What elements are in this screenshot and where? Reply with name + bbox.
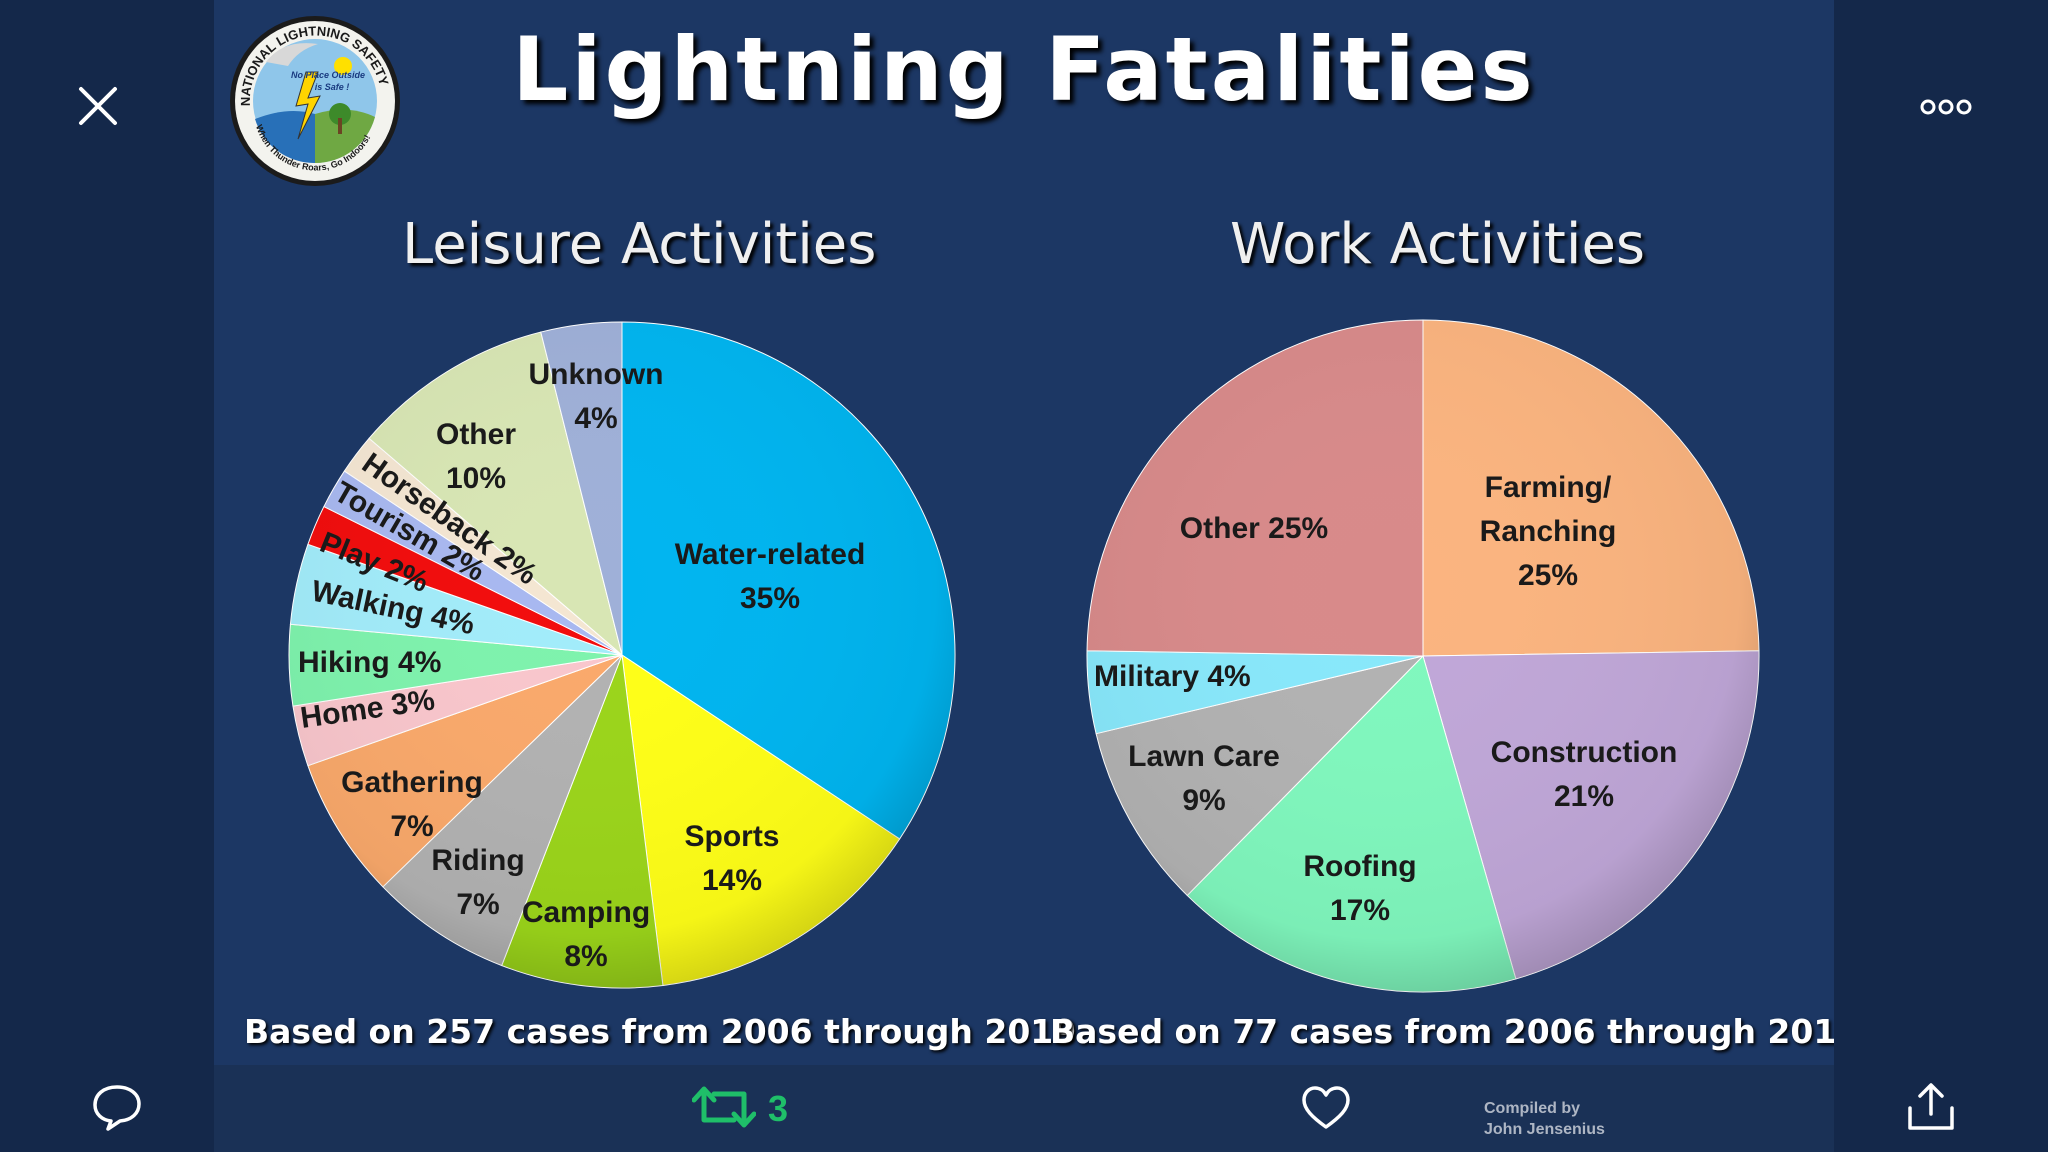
credit-line-2: John Jensenius [1484,1121,1605,1138]
credit-line-1: Compiled by [1484,1100,1581,1117]
work-label-other: Other 25% [1180,512,1328,545]
credit-text: Compiled by John Jensenius [1484,1098,1605,1140]
comment-icon[interactable] [92,1084,142,1132]
heart-icon[interactable] [1302,1086,1350,1130]
work-label-lawn-care: Lawn Care 9% [1128,740,1280,817]
leisure-label-hiking: Hiking 4% [298,646,441,679]
leisure-chart-title: Leisure Activities [402,212,877,277]
leisure-label-other: Other 10% [436,418,516,495]
nlsc-logo: NATIONAL LIGHTNING SAFETY COUNCIL When T… [228,14,400,186]
work-pie-chart: Farming/Ranching 25% Construction 21% Roofin… [1086,319,1760,993]
leisure-label-unknown: Unknown 4% [529,358,664,435]
work-label-military: Military 4% [1094,660,1251,693]
leisure-label-camping: Camping 8% [522,896,650,973]
tweet-image[interactable]: Lightning Fatalities Leisure Activities … [214,0,1834,1065]
close-icon[interactable] [78,86,118,126]
work-chart-title: Work Activities [1230,212,1646,277]
work-label-construction: Construction 21% [1491,736,1678,813]
work-label-farming-ranching: Farming/Ranching 25% [1480,471,1617,592]
more-options-icon[interactable] [1920,98,1972,116]
leisure-label-sports: Sports 14% [684,820,779,897]
main-title: Lightning Fatalities [512,18,1536,121]
work-label-roofing: Roofing 17% [1303,850,1416,927]
work-slice-other [1086,319,1424,657]
retweet-icon[interactable] [692,1084,756,1130]
leisure-label-gathering: Gathering 7% [341,766,483,843]
leisure-label-riding: Riding 7% [431,844,524,921]
slide-footer-strip: Compiled by John Jensenius [214,1065,1834,1152]
retweet-count: 3 [768,1088,789,1129]
work-caption: Based on 77 cases from 2006 through 2019 [1050,1012,1834,1051]
logo-inner-text-2: is Safe ! [315,82,350,92]
leisure-caption: Based on 257 cases from 2006 through 201… [244,1012,1077,1051]
share-icon[interactable] [1906,1082,1956,1132]
leisure-label-water-related: Water-related 35% [675,538,866,615]
logo-inner-text-1: No Place Outside [291,70,365,80]
